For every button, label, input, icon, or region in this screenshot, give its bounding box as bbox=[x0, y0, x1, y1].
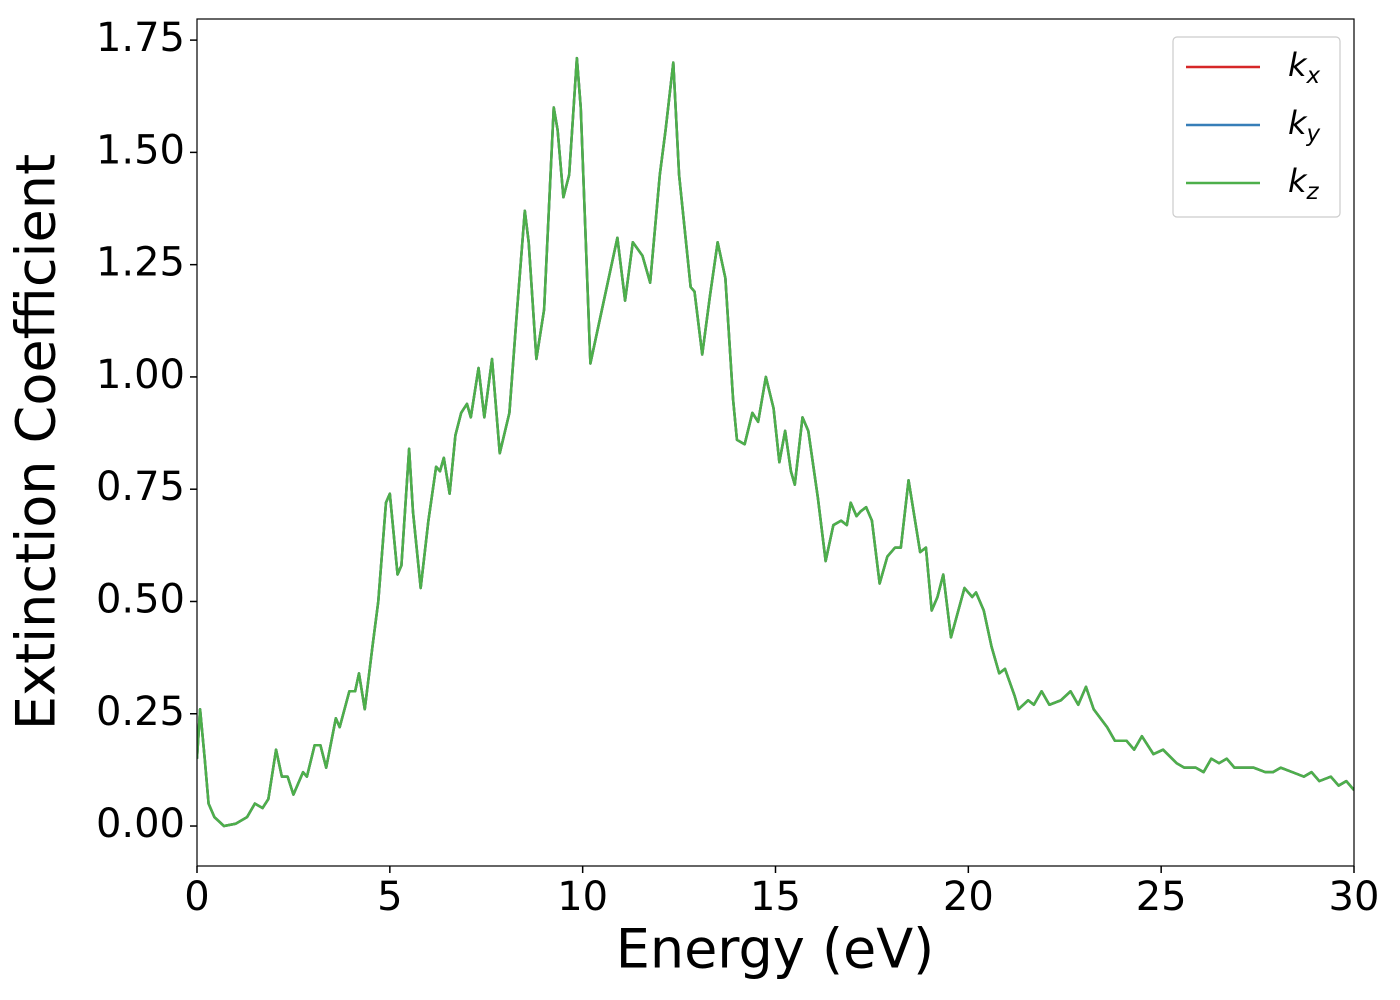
legend-label: ky bbox=[1288, 104, 1321, 147]
y-tick-label: 0.50 bbox=[96, 576, 185, 622]
y-tick-label: 0.75 bbox=[96, 464, 185, 510]
y-tick-label: 0.25 bbox=[96, 689, 185, 735]
y-tick-label: 1.50 bbox=[96, 127, 185, 173]
y-tick-label: 0.00 bbox=[96, 801, 185, 847]
x-axis-label: Energy (eV) bbox=[616, 918, 935, 981]
x-tick-label: 0 bbox=[184, 874, 209, 920]
y-tick-label: 1.00 bbox=[96, 352, 185, 398]
x-tick-label: 10 bbox=[557, 874, 608, 920]
x-tick-label: 25 bbox=[1136, 874, 1187, 920]
y-tick-label: 1.25 bbox=[96, 240, 185, 286]
legend-label: kx bbox=[1288, 46, 1321, 89]
legend-box bbox=[1172, 36, 1341, 218]
x-tick-label: 5 bbox=[377, 874, 402, 920]
x-tick-label: 15 bbox=[750, 874, 801, 920]
y-tick-label: 1.75 bbox=[96, 15, 185, 61]
plot-frame bbox=[196, 18, 1355, 867]
legend-label: kz bbox=[1288, 162, 1320, 205]
x-tick-label: 20 bbox=[943, 874, 994, 920]
line bbox=[197, 56, 1354, 828]
x-tick-label: 30 bbox=[1329, 874, 1380, 920]
y-axis-label: Extinction Coefficient bbox=[5, 154, 68, 730]
